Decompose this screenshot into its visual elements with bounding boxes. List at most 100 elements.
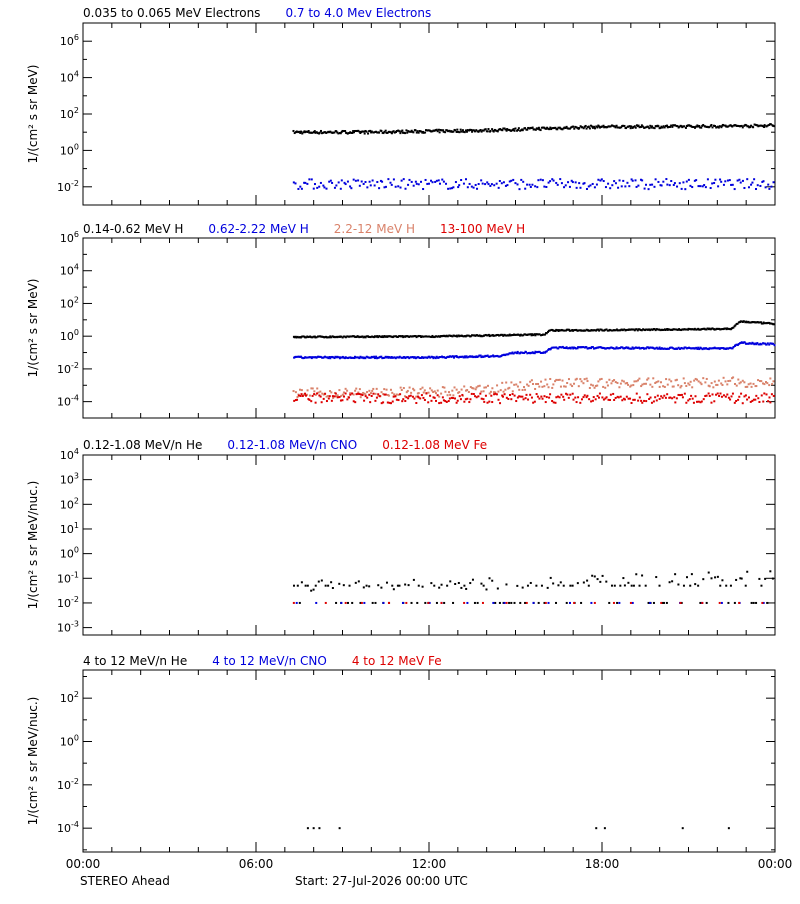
data-point [664, 396, 667, 399]
data-point [454, 582, 457, 585]
data-point [768, 384, 771, 387]
data-point [769, 401, 772, 404]
data-point [462, 335, 465, 338]
data-point [386, 401, 389, 404]
data-point [636, 379, 639, 382]
data-point [304, 392, 307, 395]
data-point [535, 351, 538, 354]
data-point [737, 124, 740, 127]
data-point [344, 336, 347, 339]
data-point [292, 584, 295, 587]
data-point [480, 582, 483, 585]
x-tick-label: 18:00 [585, 857, 620, 871]
data-point [607, 398, 610, 401]
data-point [316, 186, 319, 189]
data-point [643, 187, 646, 190]
data-point [558, 396, 561, 399]
data-point [466, 601, 469, 604]
data-point [359, 601, 362, 604]
data-point [555, 346, 558, 349]
data-point [343, 335, 346, 338]
data-point [483, 334, 486, 337]
data-point [383, 186, 386, 189]
data-point [314, 131, 317, 134]
data-point [312, 588, 315, 591]
data-point [524, 351, 527, 354]
data-point [585, 377, 588, 380]
data-point [346, 601, 349, 604]
data-point [588, 346, 591, 349]
data-point [480, 334, 483, 337]
data-point [636, 346, 639, 349]
data-point [758, 321, 761, 324]
data-point [308, 398, 311, 401]
data-point [531, 333, 534, 336]
data-point [469, 386, 472, 389]
data-point [609, 187, 612, 190]
data-point [652, 126, 655, 129]
data-point [397, 129, 400, 132]
data-point [510, 334, 513, 337]
data-point [401, 335, 404, 338]
data-point [351, 131, 354, 134]
data-point [470, 355, 473, 358]
data-point [394, 185, 397, 188]
data-point [353, 129, 356, 132]
data-point [303, 393, 306, 396]
data-point [536, 186, 539, 189]
data-point [651, 183, 654, 186]
data-point [559, 385, 562, 388]
data-point [303, 181, 306, 184]
data-point [352, 130, 355, 133]
data-point [440, 601, 443, 604]
data-point [706, 327, 709, 330]
data-point [335, 184, 338, 187]
data-point [516, 385, 519, 388]
data-point [574, 125, 577, 128]
data-point [601, 396, 604, 399]
data-point [508, 180, 511, 183]
data-point [341, 399, 344, 402]
data-point [744, 342, 747, 345]
data-point [486, 401, 489, 404]
data-point [632, 126, 635, 129]
data-point [604, 328, 607, 331]
data-point [733, 401, 736, 404]
data-point [772, 181, 775, 184]
data-point [320, 579, 323, 582]
data-point [659, 381, 662, 384]
data-point [333, 335, 336, 338]
data-point [423, 389, 426, 392]
data-point [683, 382, 686, 385]
data-point [470, 392, 473, 395]
data-point [329, 130, 332, 133]
data-point [478, 129, 481, 132]
data-point [445, 334, 448, 337]
data-point [765, 343, 768, 346]
data-point [604, 397, 607, 400]
data-point [374, 399, 377, 402]
data-point [518, 395, 521, 398]
data-point [761, 601, 764, 604]
data-point [648, 328, 651, 331]
data-point [487, 333, 490, 336]
data-point [453, 356, 456, 359]
data-point [396, 584, 399, 587]
data-point [525, 393, 528, 396]
data-point [339, 187, 342, 190]
data-point [576, 582, 579, 585]
data-point [557, 378, 560, 381]
data-point [318, 131, 321, 134]
data-point [763, 322, 766, 325]
data-point [763, 124, 766, 127]
data-point [721, 328, 724, 331]
data-point [322, 335, 325, 338]
data-point [701, 348, 704, 351]
data-point [544, 601, 547, 604]
data-point [702, 398, 705, 401]
data-point [647, 377, 650, 380]
data-point [438, 131, 441, 134]
data-point [455, 130, 458, 133]
data-point [763, 383, 766, 386]
data-point [519, 395, 522, 398]
